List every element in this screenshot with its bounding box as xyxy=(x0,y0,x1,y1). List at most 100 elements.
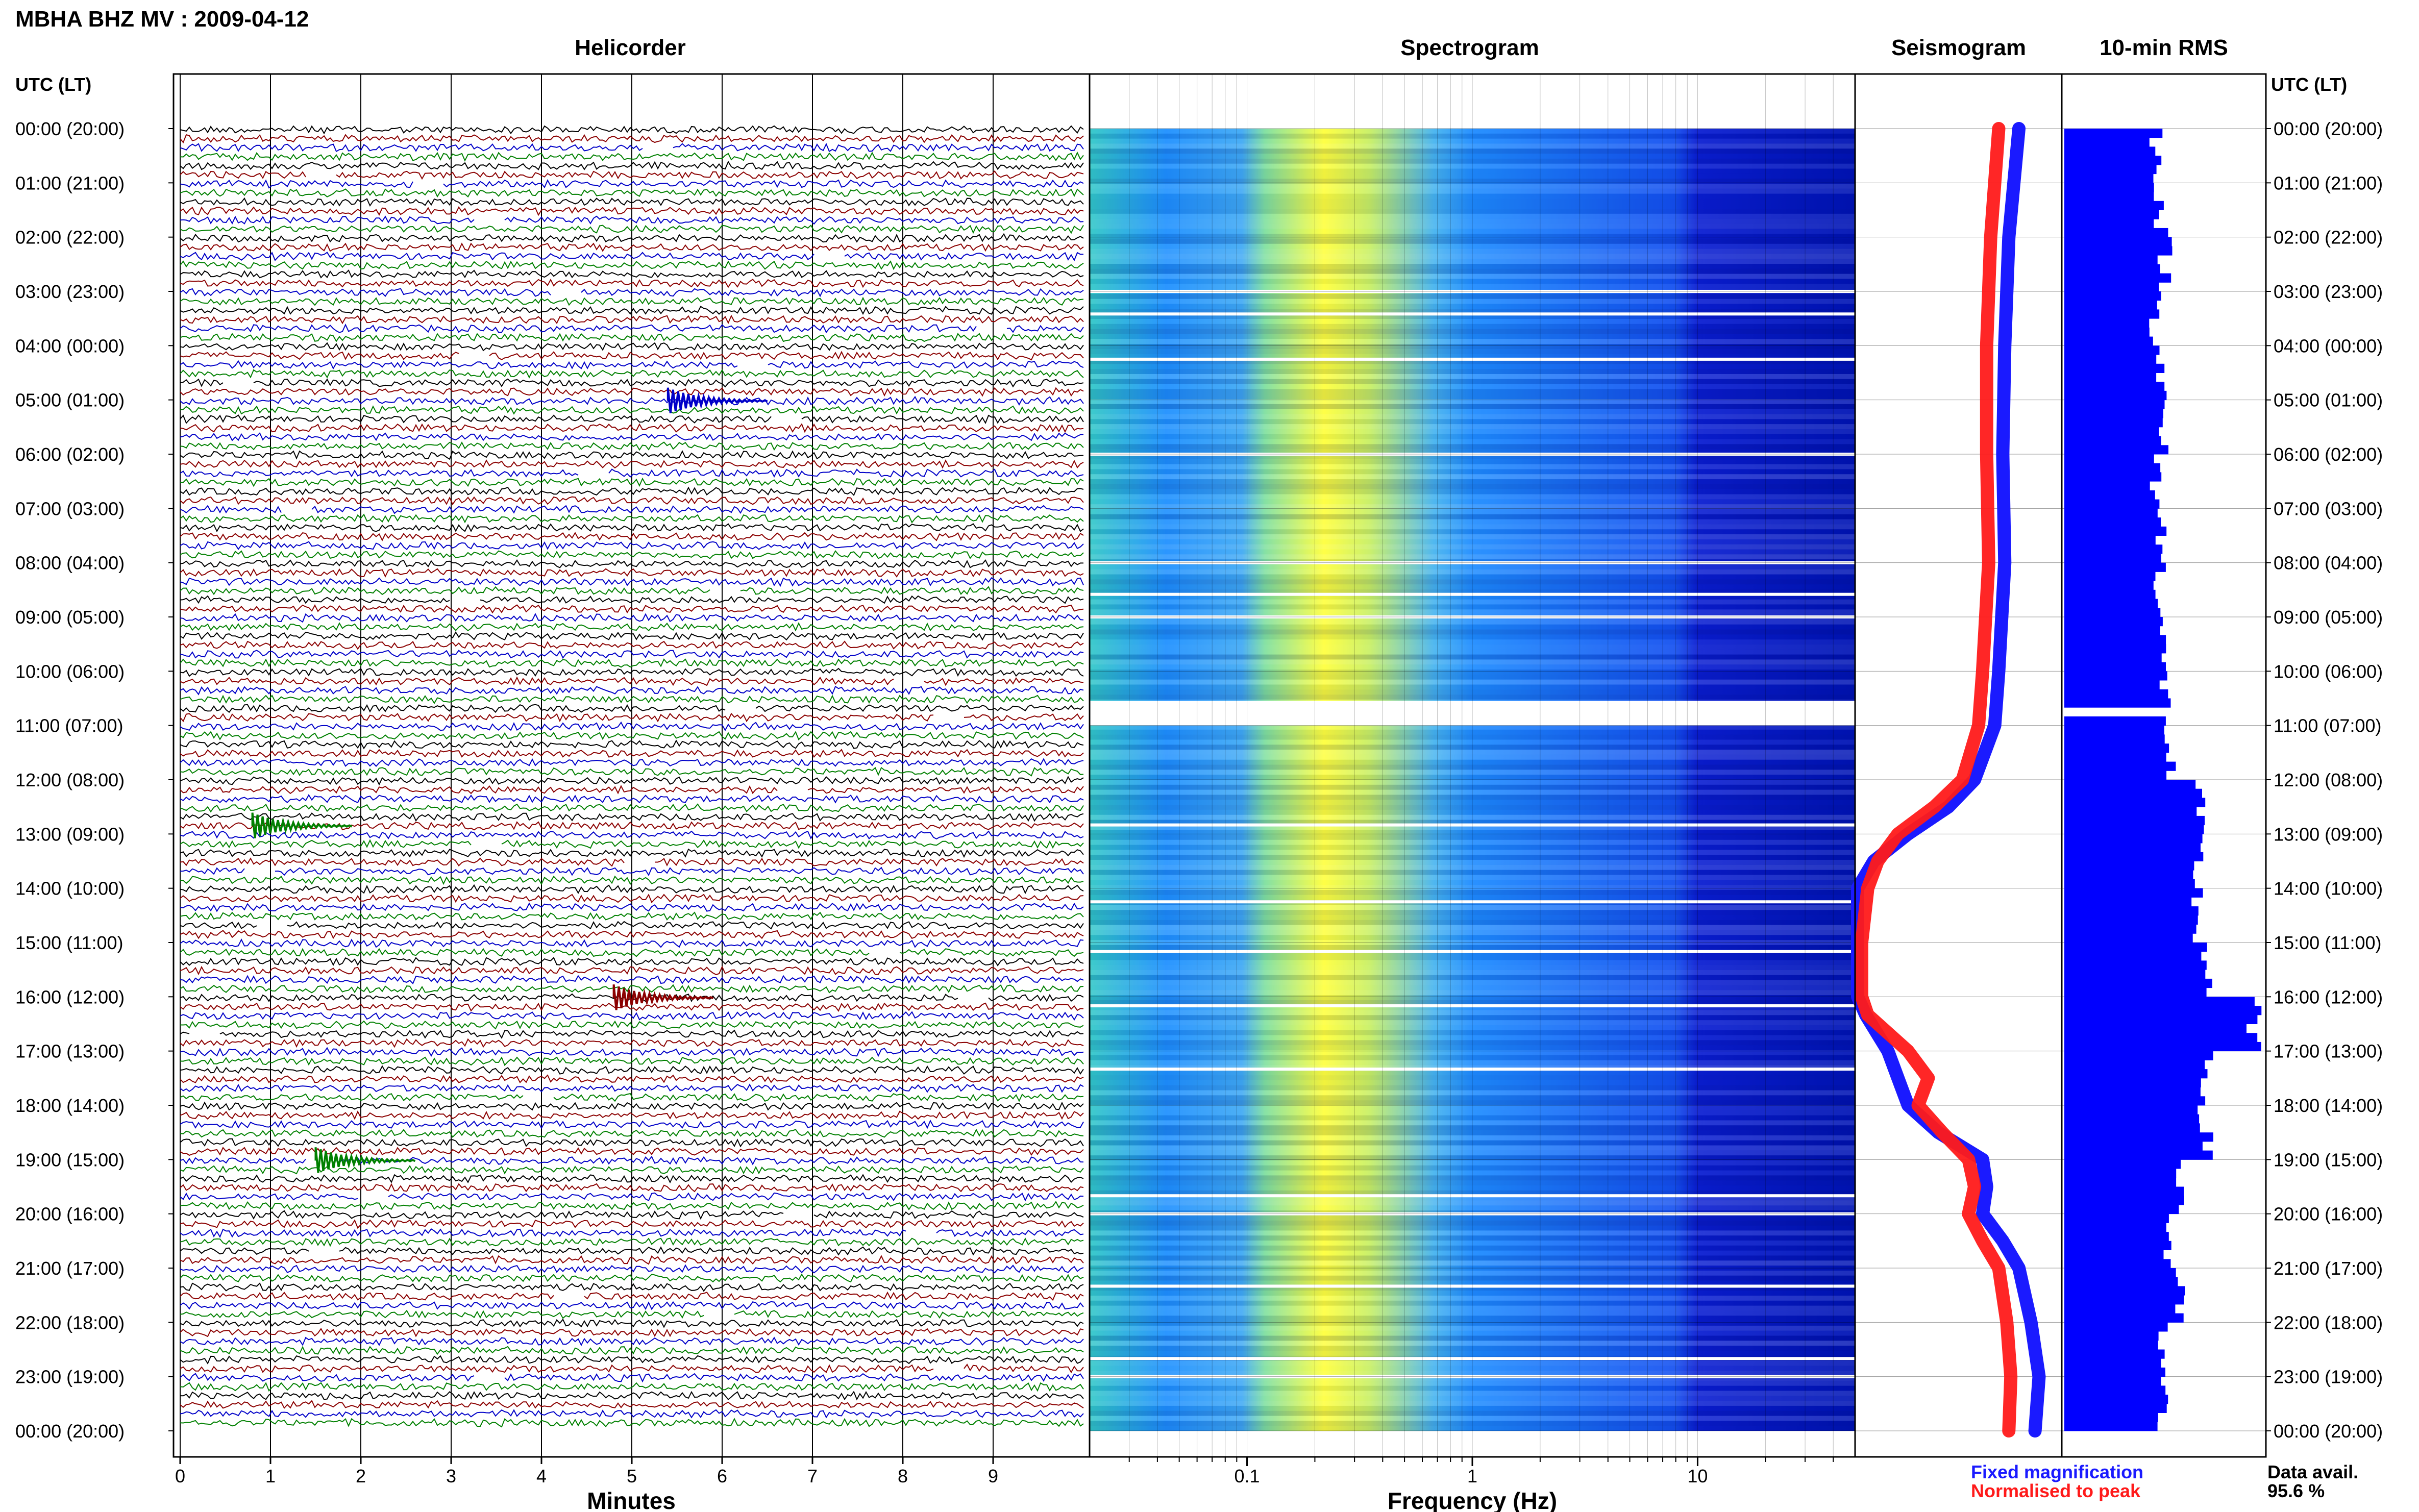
panel-title-helicorder: Helicorder xyxy=(575,35,686,60)
spectrogram-texture xyxy=(1090,129,1855,134)
spectrogram-texture xyxy=(1090,474,1855,480)
helicorder-trace xyxy=(180,667,1084,677)
helicorder-trace xyxy=(180,206,1084,216)
time-label-right: 12:00 (08:00) xyxy=(2274,770,2383,790)
helicorder-trace xyxy=(180,1020,1084,1030)
helicorder-trace xyxy=(180,1120,1084,1129)
helicorder-trace xyxy=(180,360,1084,370)
rms-bar xyxy=(2064,698,2171,708)
spectrogram-texture xyxy=(1090,529,1855,535)
spectrogram-gap xyxy=(1090,950,1855,953)
right-time-labels: 00:00 (20:00) 01:00 (21:00) 02:00 (22:00) 0… xyxy=(2266,118,2383,1442)
rms-bar xyxy=(2064,291,2161,301)
spectrogram-texture xyxy=(1090,489,1855,494)
spectrogram-texture xyxy=(1090,1200,1855,1206)
time-label-right: 13:00 (09:00) xyxy=(2274,824,2383,845)
helicorder-trace xyxy=(180,559,1083,568)
spectrogram-texture xyxy=(1090,679,1855,685)
spectrogram-texture xyxy=(1090,734,1855,740)
rms-bar xyxy=(2064,436,2161,445)
rms-bar xyxy=(2064,1096,2206,1106)
time-label-left: 06:00 (02:00) xyxy=(15,444,125,465)
spectrogram-texture xyxy=(1090,464,1855,469)
time-label-right: 02:00 (22:00) xyxy=(2274,227,2383,248)
rms-bar xyxy=(2064,454,2154,464)
time-label-left: 23:00 (19:00) xyxy=(15,1367,125,1387)
spectrogram-texture xyxy=(1090,1090,1855,1096)
helicorder-trace xyxy=(180,233,1084,243)
minutes-axis-label: Minutes xyxy=(587,1488,676,1512)
spectrogram-texture xyxy=(1090,875,1855,880)
helicorder-trace xyxy=(180,1228,1084,1238)
rms-bar xyxy=(2064,164,2157,175)
helicorder-trace xyxy=(180,848,1084,858)
helicorder-trace xyxy=(180,839,1084,849)
rms-bar xyxy=(2064,734,2165,744)
time-label-right: 21:00 (17:00) xyxy=(2274,1258,2383,1279)
spectrogram-texture xyxy=(1090,1160,1855,1166)
rms-bar xyxy=(2064,644,2166,654)
rms-bar xyxy=(2064,978,2212,988)
spectrogram-texture xyxy=(1090,158,1855,164)
rms-bar xyxy=(2064,1169,2177,1178)
spectrogram-texture xyxy=(1090,1060,1855,1065)
rms-bar xyxy=(2064,490,2155,500)
time-label-left: 16:00 (12:00) xyxy=(15,986,125,1007)
spectrogram-texture xyxy=(1090,695,1855,700)
helicorder-trace xyxy=(180,1093,1084,1102)
helicorder-trace xyxy=(180,894,1084,904)
helicorder-trace xyxy=(180,1291,1084,1301)
helicorder-trace xyxy=(180,1346,1084,1355)
helicorder-trace xyxy=(180,1309,1084,1319)
spectrogram-texture xyxy=(1090,674,1855,680)
helicorder-event xyxy=(314,1147,416,1173)
spectrogram-texture xyxy=(1090,444,1855,450)
spectrogram-texture xyxy=(1090,1275,1855,1281)
helicorder-trace xyxy=(180,758,1084,767)
time-label-left: 10:00 (06:00) xyxy=(15,661,125,682)
spectrogram-texture xyxy=(1090,279,1855,284)
spectrogram-texture xyxy=(1090,965,1855,970)
helicorder-trace xyxy=(180,875,1084,885)
helicorder-trace xyxy=(180,676,1084,686)
spectrogram-texture xyxy=(1090,384,1855,389)
spectrogram-texture xyxy=(1090,1115,1855,1121)
spectrogram-texture xyxy=(1090,1185,1855,1191)
spectrogram-gap xyxy=(1090,312,1855,316)
rms-bar xyxy=(2064,1060,2205,1070)
time-label-left: 13:00 (09:00) xyxy=(15,824,125,845)
spectrogram-texture xyxy=(1090,609,1855,615)
spectrogram-texture xyxy=(1090,179,1855,184)
spectrogram-texture xyxy=(1090,1125,1855,1131)
rms-bar xyxy=(2064,1259,2171,1269)
time-label-right: 00:00 (20:00) xyxy=(2274,118,2383,139)
legend-fixed-magnification: Fixed magnification xyxy=(1971,1461,2143,1482)
helicorder-trace xyxy=(180,523,1084,533)
time-label-right: 06:00 (02:00) xyxy=(2274,444,2383,465)
utc-lt-left-header: UTC (LT) xyxy=(15,74,91,95)
spectrogram-texture xyxy=(1090,1230,1855,1236)
spectrogram-texture xyxy=(1090,329,1855,334)
spectrogram-texture xyxy=(1090,434,1855,439)
spectrogram-texture xyxy=(1090,870,1855,875)
rms-bar xyxy=(2064,1241,2171,1250)
spectrogram-texture xyxy=(1090,1020,1855,1025)
seismogram-frame xyxy=(1854,73,2063,1458)
spectrogram-texture xyxy=(1090,860,1855,865)
spectrogram-texture xyxy=(1090,1030,1855,1035)
panel-title-spectrogram: Spectrogram xyxy=(1400,35,1539,60)
rms-bar xyxy=(2064,743,2169,753)
rms-bar xyxy=(2064,716,2166,726)
helicorder-trace xyxy=(180,532,1084,541)
helicorder-trace xyxy=(180,1391,1084,1401)
rms-bar xyxy=(2064,1313,2184,1323)
time-label-left: 00:00 (20:00) xyxy=(15,118,125,139)
helicorder-trace xyxy=(180,1255,1084,1265)
spectrogram-texture xyxy=(1090,459,1855,464)
helicorder-trace xyxy=(180,857,1084,867)
spectrogram-texture xyxy=(1090,750,1855,755)
spectrogram-texture xyxy=(1090,775,1855,780)
helicorder-trace xyxy=(180,395,1084,406)
spectrogram-texture xyxy=(1090,1310,1855,1316)
spectrogram-texture xyxy=(1090,855,1855,860)
